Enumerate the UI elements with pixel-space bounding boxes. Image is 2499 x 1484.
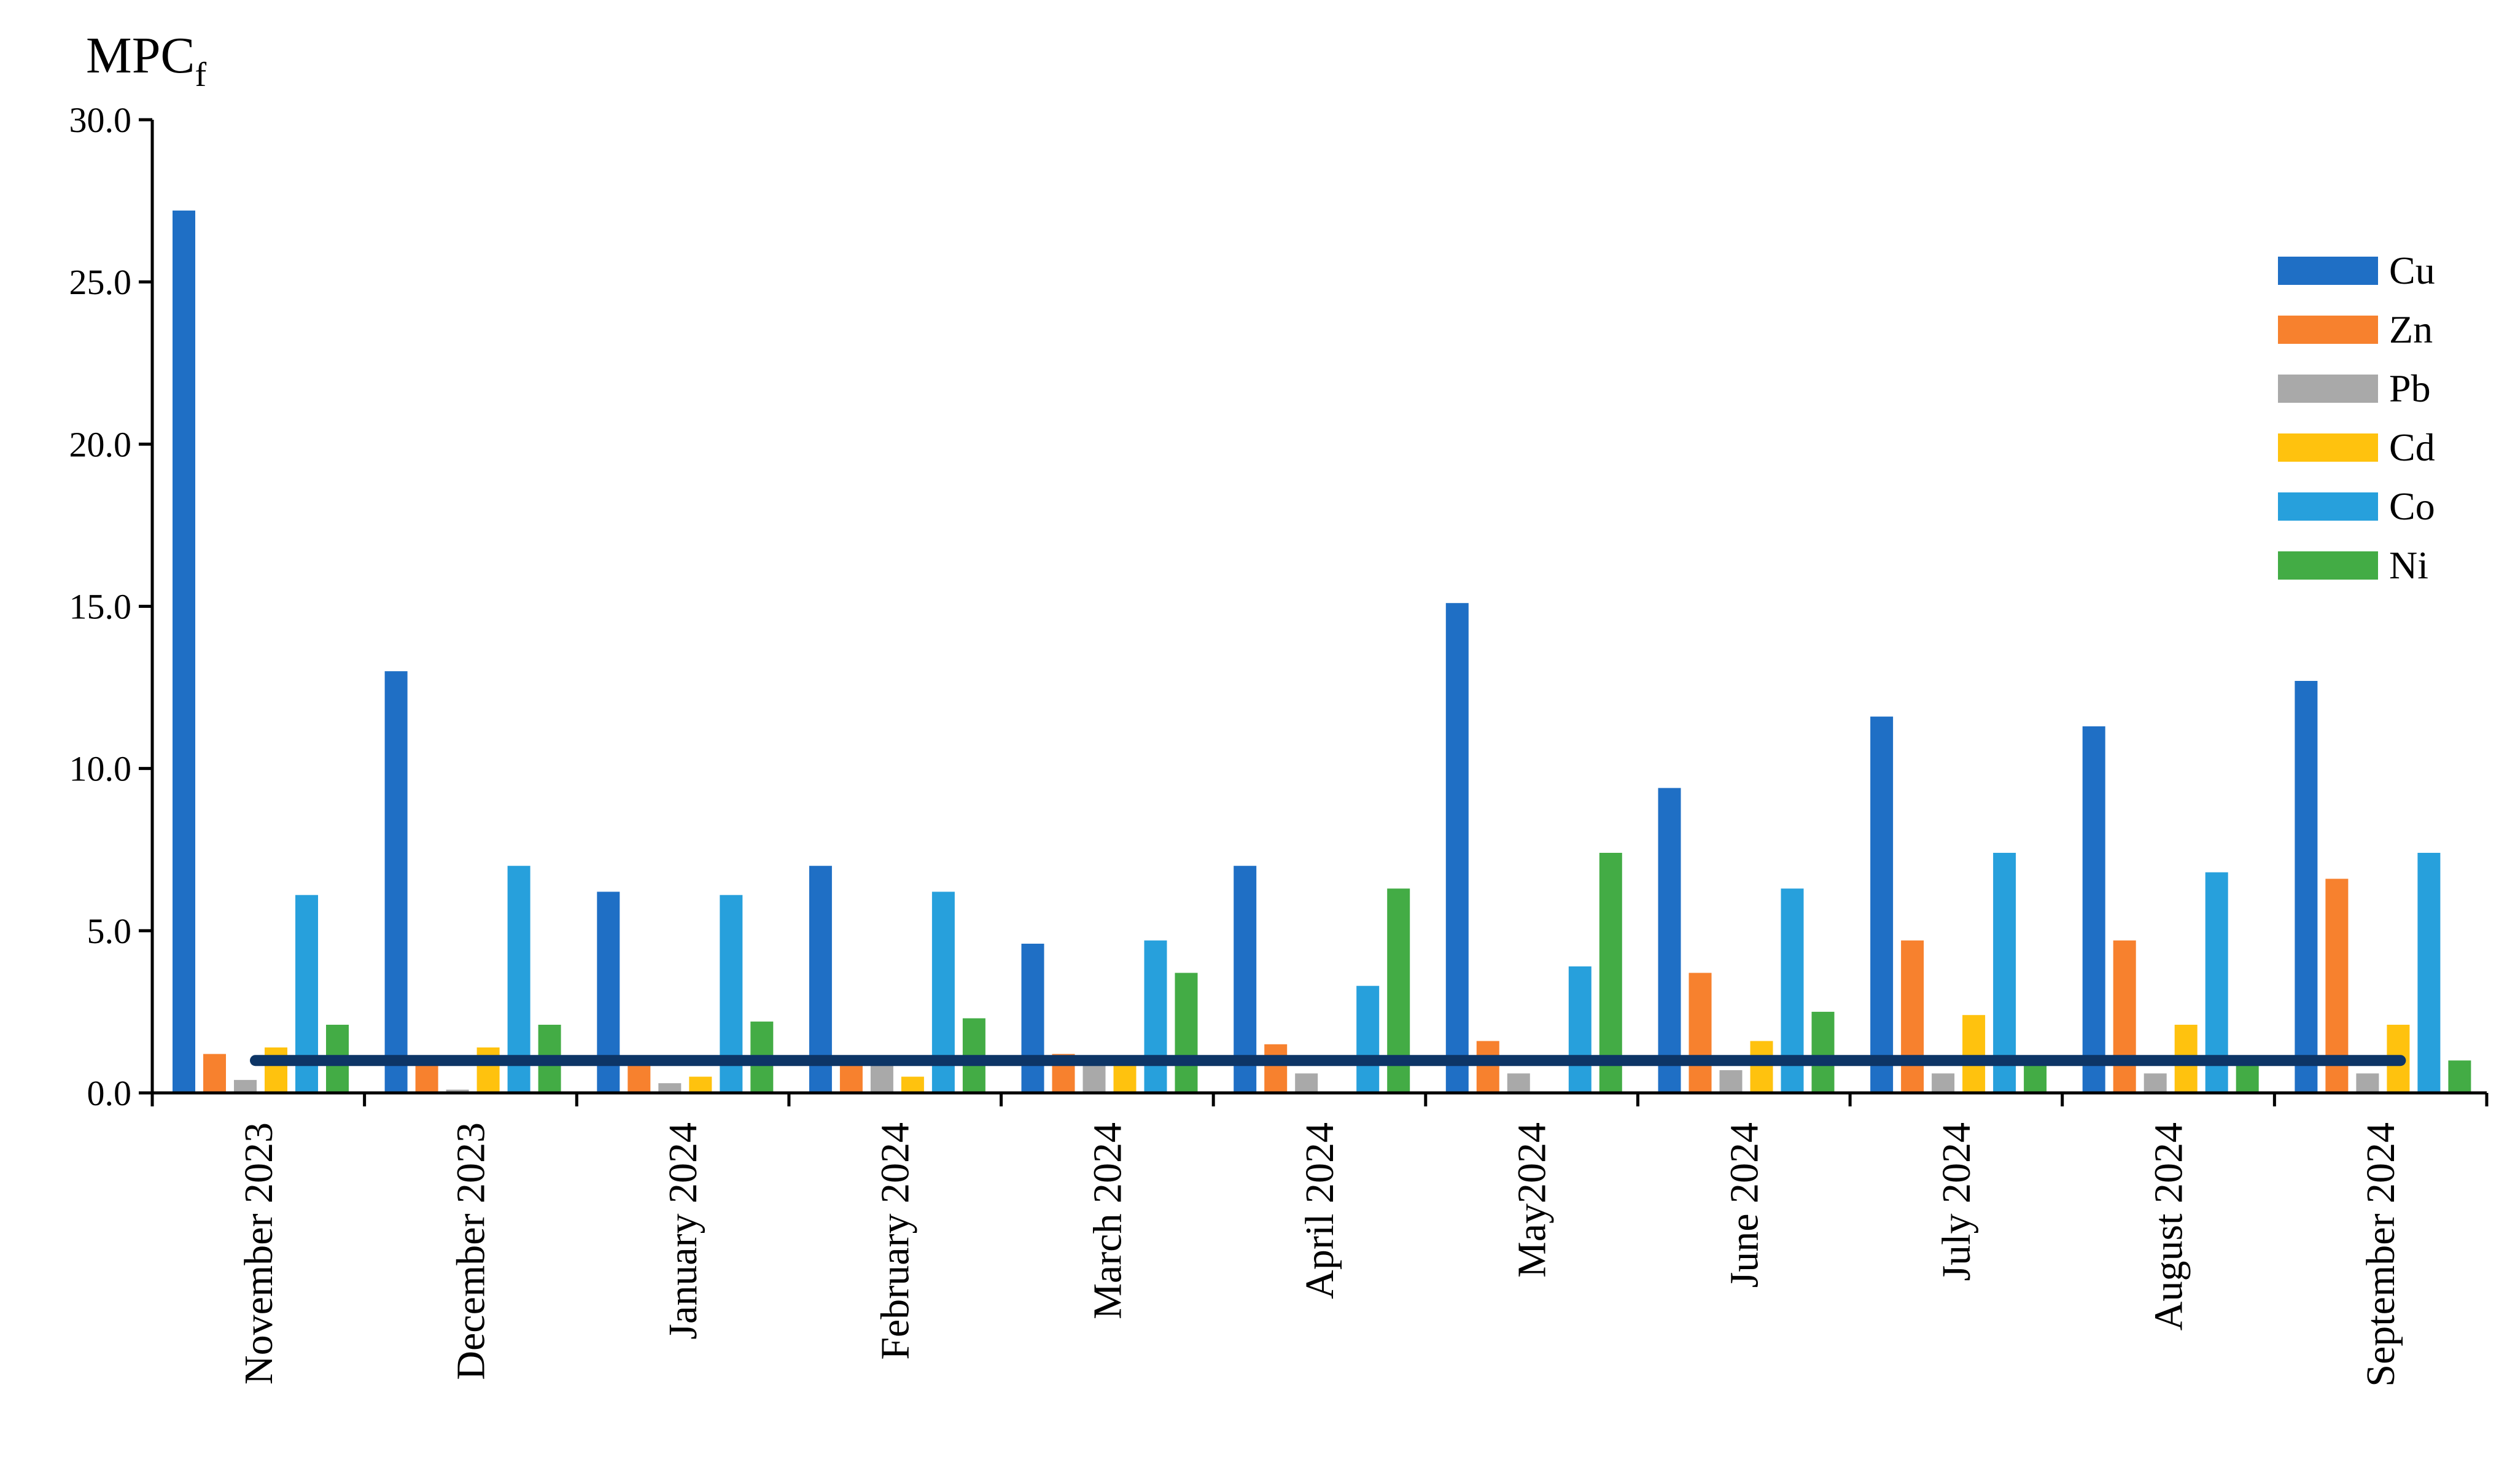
y-axis-ticks: 0.0 5.0 10.0 15.0 20.0 25.0 30.0 (69, 100, 152, 1113)
x-tick-label: April 2024 (1297, 1122, 1342, 1299)
bar-cu-10 (2295, 681, 2318, 1093)
bar-zn-5 (1264, 1044, 1288, 1094)
legend-label-co: Co (2389, 484, 2435, 528)
bar-cu-4 (1021, 944, 1044, 1093)
bar-ni-9 (2236, 1063, 2259, 1093)
y-tick-label: 15.0 (69, 587, 132, 627)
bar-cu-8 (1870, 717, 1894, 1093)
bar-cu-9 (2082, 726, 2105, 1093)
bar-co-6 (1568, 966, 1592, 1093)
legend-label-ni: Ni (2389, 543, 2428, 587)
y-tick-label: 30.0 (69, 100, 132, 140)
bar-ni-10 (2448, 1060, 2471, 1093)
axes (150, 120, 2487, 1095)
bar-pb-8 (1932, 1073, 1955, 1093)
bar-pb-6 (1507, 1073, 1530, 1093)
legend-swatch-cd (2278, 433, 2378, 462)
bar-pb-5 (1295, 1073, 1318, 1093)
y-axis-label: MPCf (86, 27, 206, 94)
x-tick-label: May2024 (1510, 1122, 1555, 1278)
bar-zn-6 (1476, 1041, 1499, 1093)
bars (173, 210, 2471, 1094)
bar-zn-8 (1901, 940, 1924, 1093)
bar-pb-0 (234, 1079, 257, 1093)
bar-co-8 (1993, 853, 2016, 1093)
legend-label-cd: Cd (2389, 425, 2435, 469)
bar-zn-2 (628, 1063, 651, 1093)
bar-cd-7 (1750, 1041, 1773, 1093)
x-axis-ticks: November 2023 December 2023 January 2024 Fe… (150, 1093, 2489, 1387)
bar-ni-6 (1599, 853, 1622, 1093)
x-tick-label: August 2024 (2147, 1122, 2191, 1331)
x-tick-label: March 2024 (1085, 1122, 1130, 1319)
legend-swatch-cu (2278, 257, 2378, 285)
bar-pb-1 (446, 1089, 469, 1093)
bar-pb-9 (2143, 1073, 2167, 1093)
legend: Cu Zn Pb Cd Co Ni (2278, 249, 2435, 587)
bar-ni-8 (2024, 1063, 2047, 1093)
legend-label-cu: Cu (2389, 249, 2435, 292)
legend-swatch-pb (2278, 375, 2378, 403)
legend-swatch-ni (2278, 551, 2378, 580)
bar-co-5 (1356, 985, 1380, 1093)
bar-pb-10 (2356, 1073, 2379, 1093)
bar-cu-1 (384, 671, 408, 1093)
bar-cu-7 (1658, 788, 1681, 1093)
bar-cd-2 (689, 1076, 712, 1093)
bar-zn-7 (1689, 973, 1712, 1093)
bar-ni-4 (1175, 973, 1198, 1093)
bar-cd-0 (265, 1047, 287, 1093)
x-tick-label: February 2024 (873, 1122, 918, 1360)
legend-swatch-zn (2278, 316, 2378, 344)
y-tick-label: 10.0 (69, 749, 132, 789)
legend-label-pb: Pb (2389, 367, 2431, 410)
x-tick-label: December 2023 (448, 1122, 493, 1380)
x-tick-label: November 2023 (236, 1122, 281, 1385)
x-tick-label: September 2024 (2358, 1122, 2403, 1387)
bar-co-4 (1144, 940, 1167, 1093)
x-tick-label: July 2024 (1934, 1122, 1979, 1281)
y-tick-label: 25.0 (69, 262, 132, 302)
y-tick-label: 20.0 (69, 424, 132, 464)
bar-cd-1 (476, 1047, 500, 1093)
bar-ni-7 (1811, 1011, 1835, 1093)
bar-cd-3 (901, 1076, 924, 1093)
bar-cu-6 (1445, 603, 1469, 1093)
bar-zn-9 (2113, 940, 2136, 1093)
y-tick-label: 0.0 (87, 1073, 132, 1113)
bar-co-10 (2417, 853, 2441, 1093)
bar-pb-2 (658, 1083, 682, 1093)
legend-label-zn: Zn (2389, 308, 2433, 351)
x-tick-label: June 2024 (1722, 1122, 1766, 1288)
legend-swatch-co (2278, 492, 2378, 521)
bar-cd-8 (1962, 1015, 1986, 1093)
bar-zn-3 (839, 1063, 863, 1093)
y-tick-label: 5.0 (87, 911, 132, 951)
bar-pb-7 (1719, 1070, 1743, 1093)
bar-cu-0 (173, 210, 195, 1093)
x-tick-label: January 2024 (661, 1122, 705, 1340)
bar-zn-0 (203, 1054, 226, 1093)
